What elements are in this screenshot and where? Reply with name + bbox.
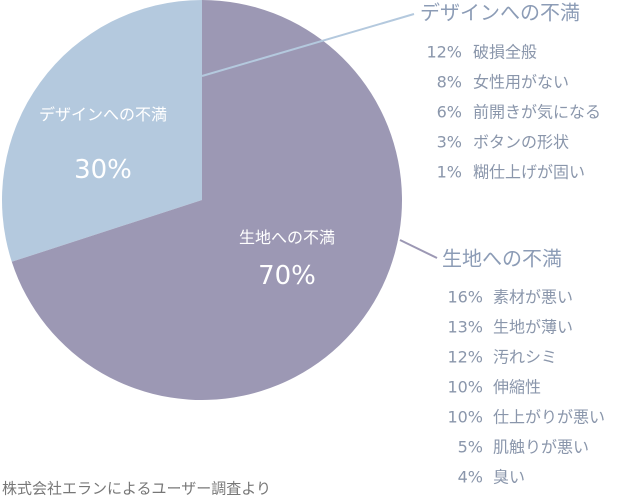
- breakdown-value: 6%: [437, 103, 462, 122]
- breakdown-title: 生地への不満: [442, 247, 562, 271]
- breakdown-value: 12%: [447, 348, 483, 367]
- breakdown-label: 仕上がりが悪い: [493, 408, 605, 427]
- breakdown-label: 破損全般: [473, 43, 537, 62]
- breakdown-value: 10%: [447, 378, 483, 397]
- breakdown-value: 5%: [458, 438, 483, 457]
- breakdown-value: 1%: [437, 163, 462, 182]
- breakdown-label: 汚れシミ: [493, 348, 557, 367]
- breakdown-label: 女性用がない: [473, 73, 569, 92]
- leader-line: [201, 13, 415, 77]
- slice-label: 生地への不満: [238, 228, 335, 247]
- breakdown-label: 伸縮性: [493, 378, 541, 397]
- breakdown-label: ボタンの形状: [473, 133, 569, 152]
- breakdown-label: 生地が薄い: [493, 318, 573, 337]
- slice-value: 70%: [258, 261, 316, 291]
- breakdown-label: 前開きが気になる: [473, 103, 601, 122]
- slice-label: デザインへの不満: [38, 105, 167, 124]
- breakdown-value: 3%: [437, 133, 462, 152]
- breakdown-label: 肌触りが悪い: [493, 438, 589, 457]
- source-note: 株式会社エランによるユーザー調査より: [2, 480, 271, 498]
- breakdown-value: 4%: [458, 468, 483, 487]
- breakdown-value: 16%: [447, 288, 483, 307]
- breakdown-value: 13%: [447, 318, 483, 337]
- pie-slice: [11, 0, 402, 400]
- breakdown-title: デザインへの不満: [420, 1, 580, 25]
- breakdown-value: 10%: [447, 408, 483, 427]
- breakdown-label: 素材が悪い: [493, 288, 573, 307]
- breakdown-label: 糊仕上げが固い: [473, 163, 585, 182]
- breakdown-value: 8%: [437, 73, 462, 92]
- leader-line: [399, 239, 438, 259]
- slice-value: 30%: [74, 155, 132, 185]
- breakdown-label: 臭い: [493, 468, 525, 487]
- breakdown-value: 12%: [426, 43, 462, 62]
- pie-slice: [1, 0, 202, 262]
